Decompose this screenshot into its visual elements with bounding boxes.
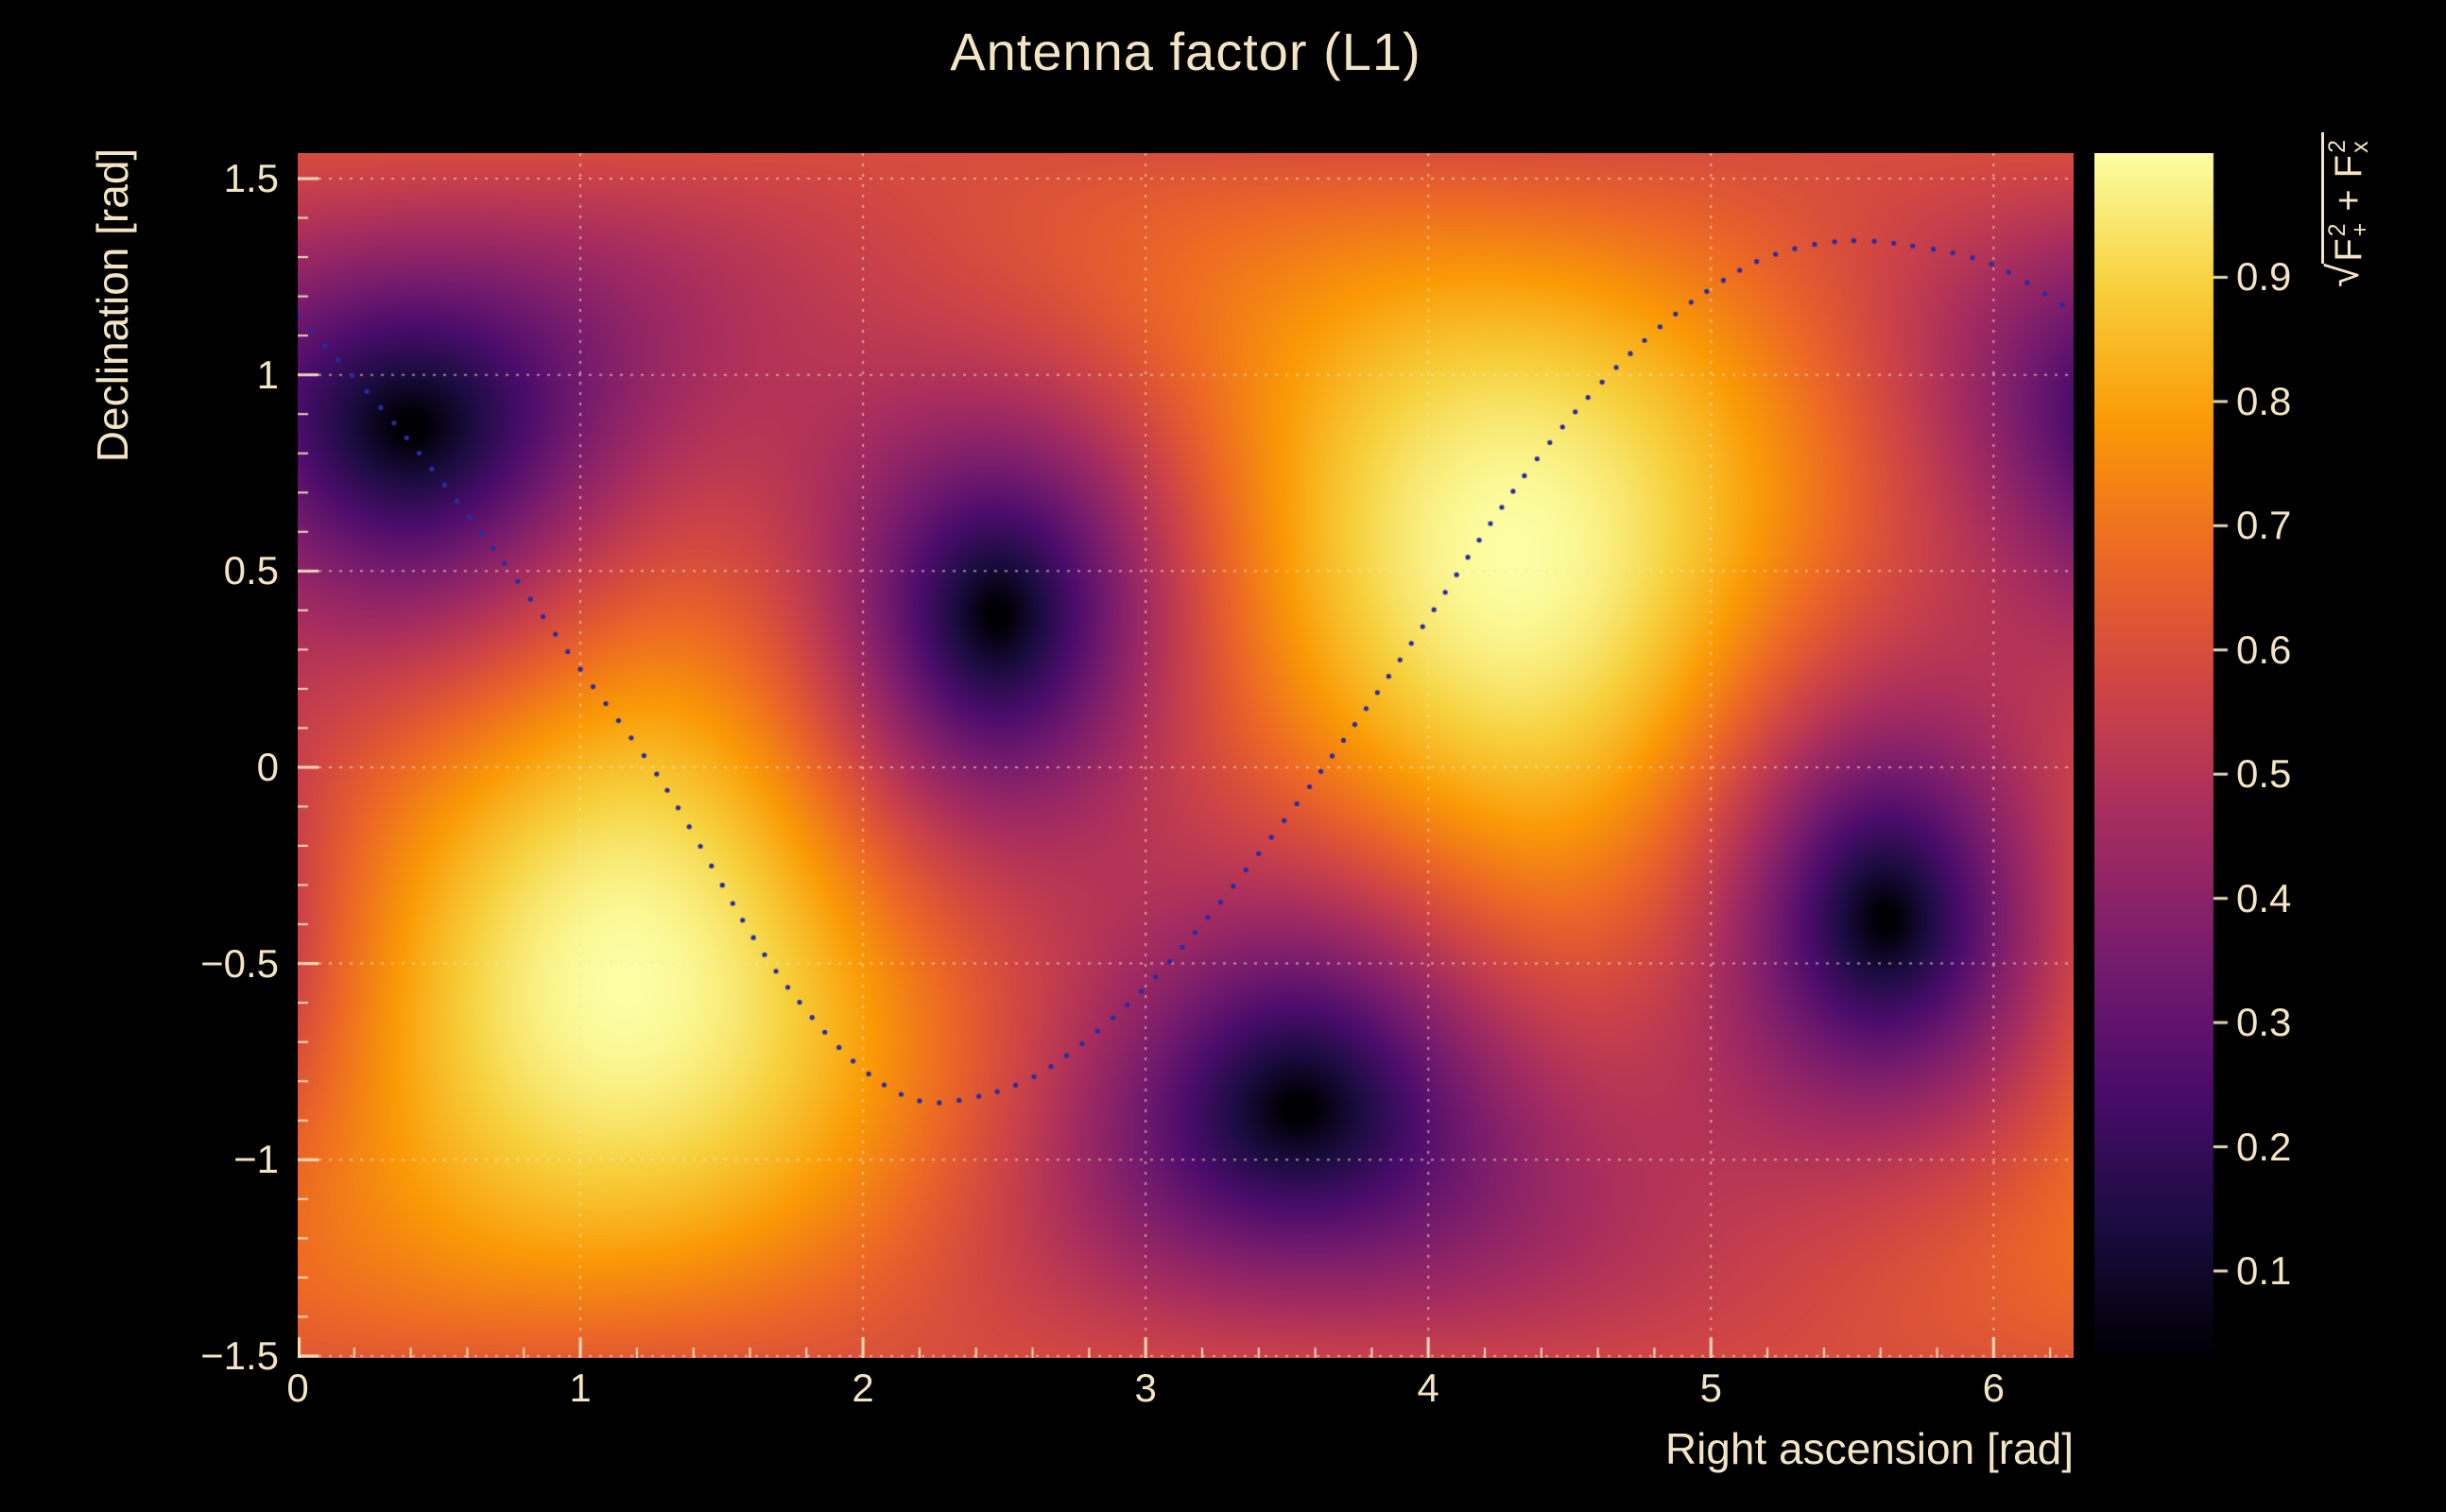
term2-base: F — [2328, 154, 2370, 179]
colorbar-tick-label: 0.6 — [2236, 627, 2292, 672]
colorbar-tick-label: 0.5 — [2236, 751, 2292, 797]
x-tick-label: 3 — [1134, 1366, 1157, 1410]
term1-scripts: 2 + — [2324, 222, 2373, 237]
y-axis-title: Declination [rad] — [88, 147, 137, 463]
plot-title: Antenna factor (L1) — [950, 22, 1421, 81]
colorbar-tick-label: 0.4 — [2236, 875, 2292, 920]
radicand: F 2 + + F 2 x — [2321, 132, 2373, 264]
x-tick-label: 6 — [1982, 1366, 2005, 1410]
x-tick-label: 4 — [1417, 1366, 1439, 1410]
y-tick-label: 0.5 — [223, 548, 279, 593]
term1-subscript: + — [2346, 222, 2373, 237]
y-tick-label: −0.5 — [200, 940, 279, 986]
x-tick-label: 1 — [569, 1366, 592, 1410]
y-tick-label: 1.5 — [223, 155, 279, 200]
term2-subscript: x — [2346, 141, 2373, 153]
heatmap-canvas — [298, 153, 2074, 1358]
x-tick-label: 2 — [852, 1366, 874, 1410]
colorbar-tick-label: 0.1 — [2236, 1247, 2292, 1293]
y-tick-label: −1.5 — [200, 1332, 279, 1378]
x-tick-label: 0 — [286, 1366, 309, 1410]
x-tick-label: 5 — [1699, 1366, 1722, 1410]
colorbar-tick-label: 0.2 — [2236, 1124, 2292, 1169]
y-tick-label: 0 — [256, 744, 279, 789]
plus-operator: + — [2328, 189, 2370, 212]
y-tick-label: −1 — [233, 1137, 279, 1182]
y-tick-label: 1 — [256, 352, 279, 397]
colorbar-tick-label: 0.8 — [2236, 378, 2292, 423]
colorbar-tick-label: 0.9 — [2236, 254, 2292, 300]
colorbar-tick-label: 0.3 — [2236, 1000, 2292, 1045]
colorbar-canvas — [2094, 153, 2236, 1358]
x-axis-title: Right ascension [rad] — [1664, 1424, 2074, 1473]
colorbar-axis-title: √ F 2 + + F 2 x — [2318, 68, 2373, 352]
colorbar-tick-label: 0.7 — [2236, 503, 2292, 548]
